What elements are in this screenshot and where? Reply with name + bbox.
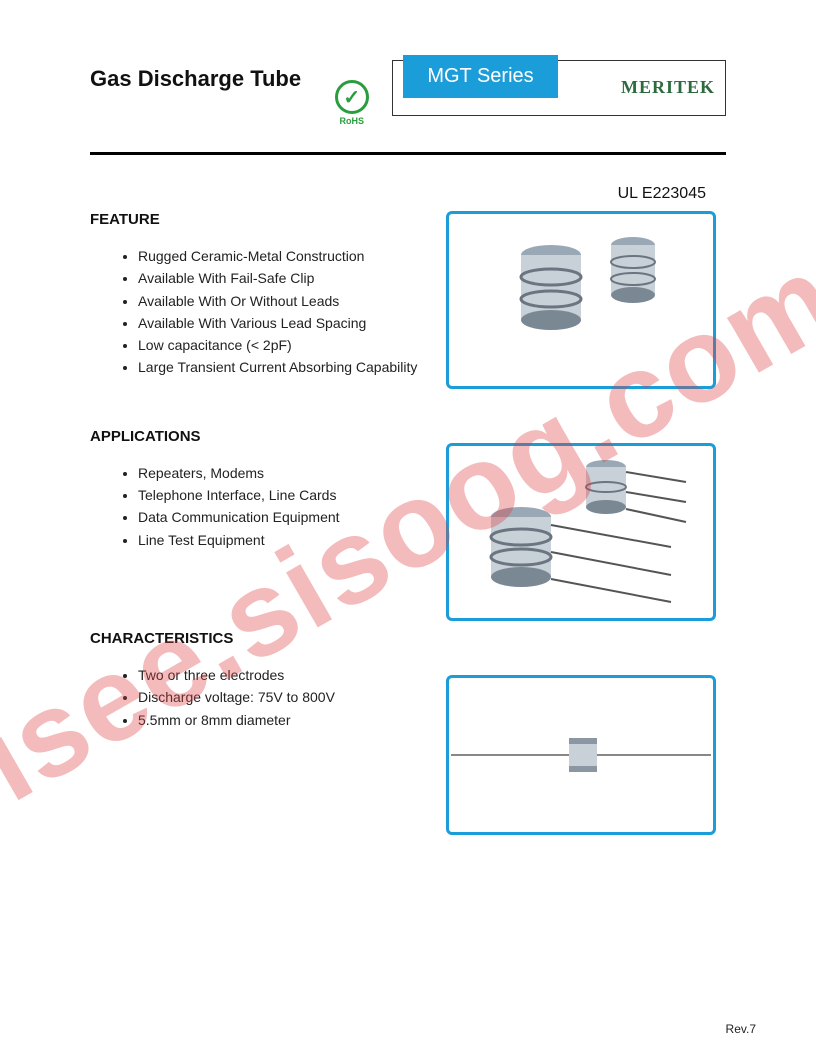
gdt-cylinders-icon [451, 215, 711, 385]
rohs-badge: ✓ RoHS [331, 80, 372, 132]
list-item: 5.5mm or 8mm diameter [138, 710, 426, 730]
feature-list: Rugged Ceramic-Metal Construction Availa… [90, 246, 426, 378]
applications-heading: APPLICATIONS [90, 428, 426, 445]
characteristics-list: Two or three electrodes Discharge voltag… [90, 665, 426, 730]
list-item: Large Transient Current Absorbing Capabi… [138, 357, 426, 377]
gdt-leaded-icon [451, 447, 711, 617]
brand-logo: MERITEK [621, 77, 715, 98]
left-column: FEATURE Rugged Ceramic-Metal Constructio… [90, 211, 426, 835]
list-item: Discharge voltage: 75V to 800V [138, 687, 426, 707]
product-image-3 [446, 675, 716, 835]
list-item: Two or three electrodes [138, 665, 426, 685]
list-item: Telephone Interface, Line Cards [138, 485, 426, 505]
page-container: Gas Discharge Tube ✓ RoHS MGT Series MER… [0, 0, 816, 865]
list-item: Rugged Ceramic-Metal Construction [138, 246, 426, 266]
series-box: MGT Series MERITEK [392, 60, 726, 116]
divider [90, 152, 726, 155]
header-row: Gas Discharge Tube ✓ RoHS MGT Series MER… [90, 60, 726, 132]
feature-heading: FEATURE [90, 211, 426, 228]
footer-rev: Rev.7 [726, 1022, 756, 1036]
list-item: Low capacitance (< 2pF) [138, 335, 426, 355]
list-item: Repeaters, Modems [138, 463, 426, 483]
list-item: Data Communication Equipment [138, 507, 426, 527]
list-item: Line Test Equipment [138, 530, 426, 550]
right-column [446, 211, 726, 835]
list-item: Available With Various Lead Spacing [138, 313, 426, 333]
product-image-1 [446, 211, 716, 389]
applications-list: Repeaters, Modems Telephone Interface, L… [90, 463, 426, 550]
series-label: MGT Series [403, 55, 557, 98]
content-columns: FEATURE Rugged Ceramic-Metal Constructio… [90, 211, 726, 835]
list-item: Available With Or Without Leads [138, 291, 426, 311]
list-item: Available With Fail-Safe Clip [138, 268, 426, 288]
page-title: Gas Discharge Tube [90, 60, 321, 92]
gdt-axial-icon [451, 680, 711, 830]
rohs-check-icon: ✓ [335, 80, 369, 114]
product-image-2 [446, 443, 716, 621]
ul-code: UL E223045 [90, 185, 726, 203]
rohs-label: RoHS [339, 116, 364, 126]
characteristics-heading: CHARACTERISTICS [90, 630, 426, 647]
